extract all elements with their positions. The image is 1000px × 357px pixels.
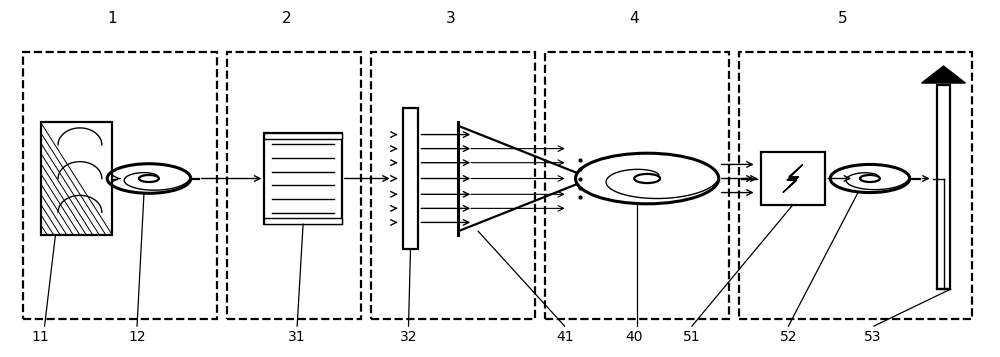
Bar <box>761 152 825 205</box>
Text: 52: 52 <box>780 330 797 344</box>
Bar <box>937 85 950 289</box>
Text: 51: 51 <box>683 330 701 344</box>
Bar <box>264 133 342 224</box>
Text: 40: 40 <box>626 330 643 344</box>
Bar <box>264 133 342 139</box>
Bar <box>264 218 342 224</box>
Polygon shape <box>783 165 803 192</box>
Text: 41: 41 <box>556 330 573 344</box>
Text: 5: 5 <box>838 11 848 26</box>
Text: 31: 31 <box>288 330 306 344</box>
Text: 4: 4 <box>629 11 639 26</box>
Text: 2: 2 <box>281 11 291 26</box>
Polygon shape <box>922 66 965 83</box>
Text: 3: 3 <box>445 11 455 26</box>
Text: 11: 11 <box>32 330 49 344</box>
Text: 53: 53 <box>864 330 882 344</box>
Bar <box>23 52 217 319</box>
Text: 12: 12 <box>128 330 146 344</box>
Bar <box>739 52 972 319</box>
Text: 32: 32 <box>400 330 417 344</box>
Bar <box>403 108 418 249</box>
Bar <box>545 52 729 319</box>
Bar <box>41 122 112 235</box>
Bar <box>227 52 361 319</box>
Text: 1: 1 <box>107 11 117 26</box>
Bar <box>371 52 535 319</box>
